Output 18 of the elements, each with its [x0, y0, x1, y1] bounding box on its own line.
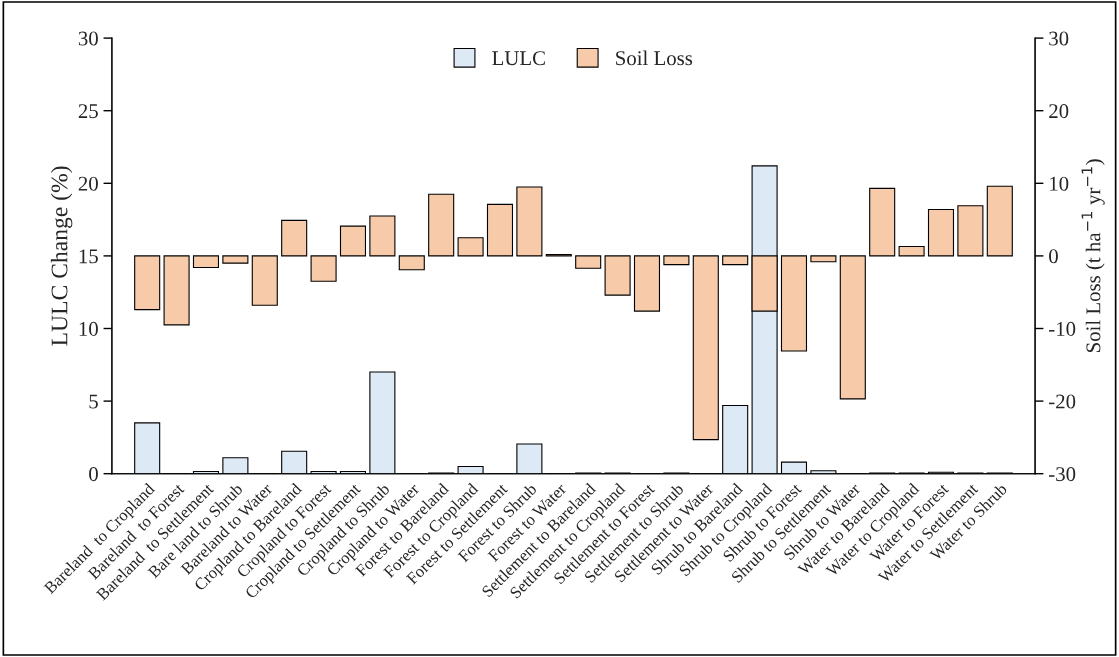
y2-tick-label: -30: [1049, 467, 1076, 482]
y2-tick-label: 10: [1050, 176, 1069, 191]
legend-label: LULC: [492, 51, 545, 66]
y2-tick-label: -10: [1049, 321, 1076, 336]
y-tick-label: 0: [89, 467, 98, 482]
y2-tick-label: 0: [1049, 249, 1058, 264]
y2-axis-title: Soil Loss (t ha$^{−1}$ yr$^{−1}$): [1081, 159, 1105, 353]
y-tick-label: 5: [89, 394, 98, 409]
y2-tick-label: 30: [1049, 31, 1069, 46]
y2-tick-label: -20: [1049, 394, 1076, 409]
y-tick-label: 10: [79, 321, 98, 336]
legend-label: Soil Loss: [616, 50, 693, 66]
y-tick-label: 25: [78, 104, 98, 119]
y-tick-label: 20: [78, 176, 98, 191]
y-tick-label: 30: [78, 31, 98, 46]
y-tick-label: 15: [79, 249, 98, 264]
y2-tick-label: 20: [1049, 104, 1069, 119]
y-axis-title: LULC Change (%): [50, 166, 73, 346]
